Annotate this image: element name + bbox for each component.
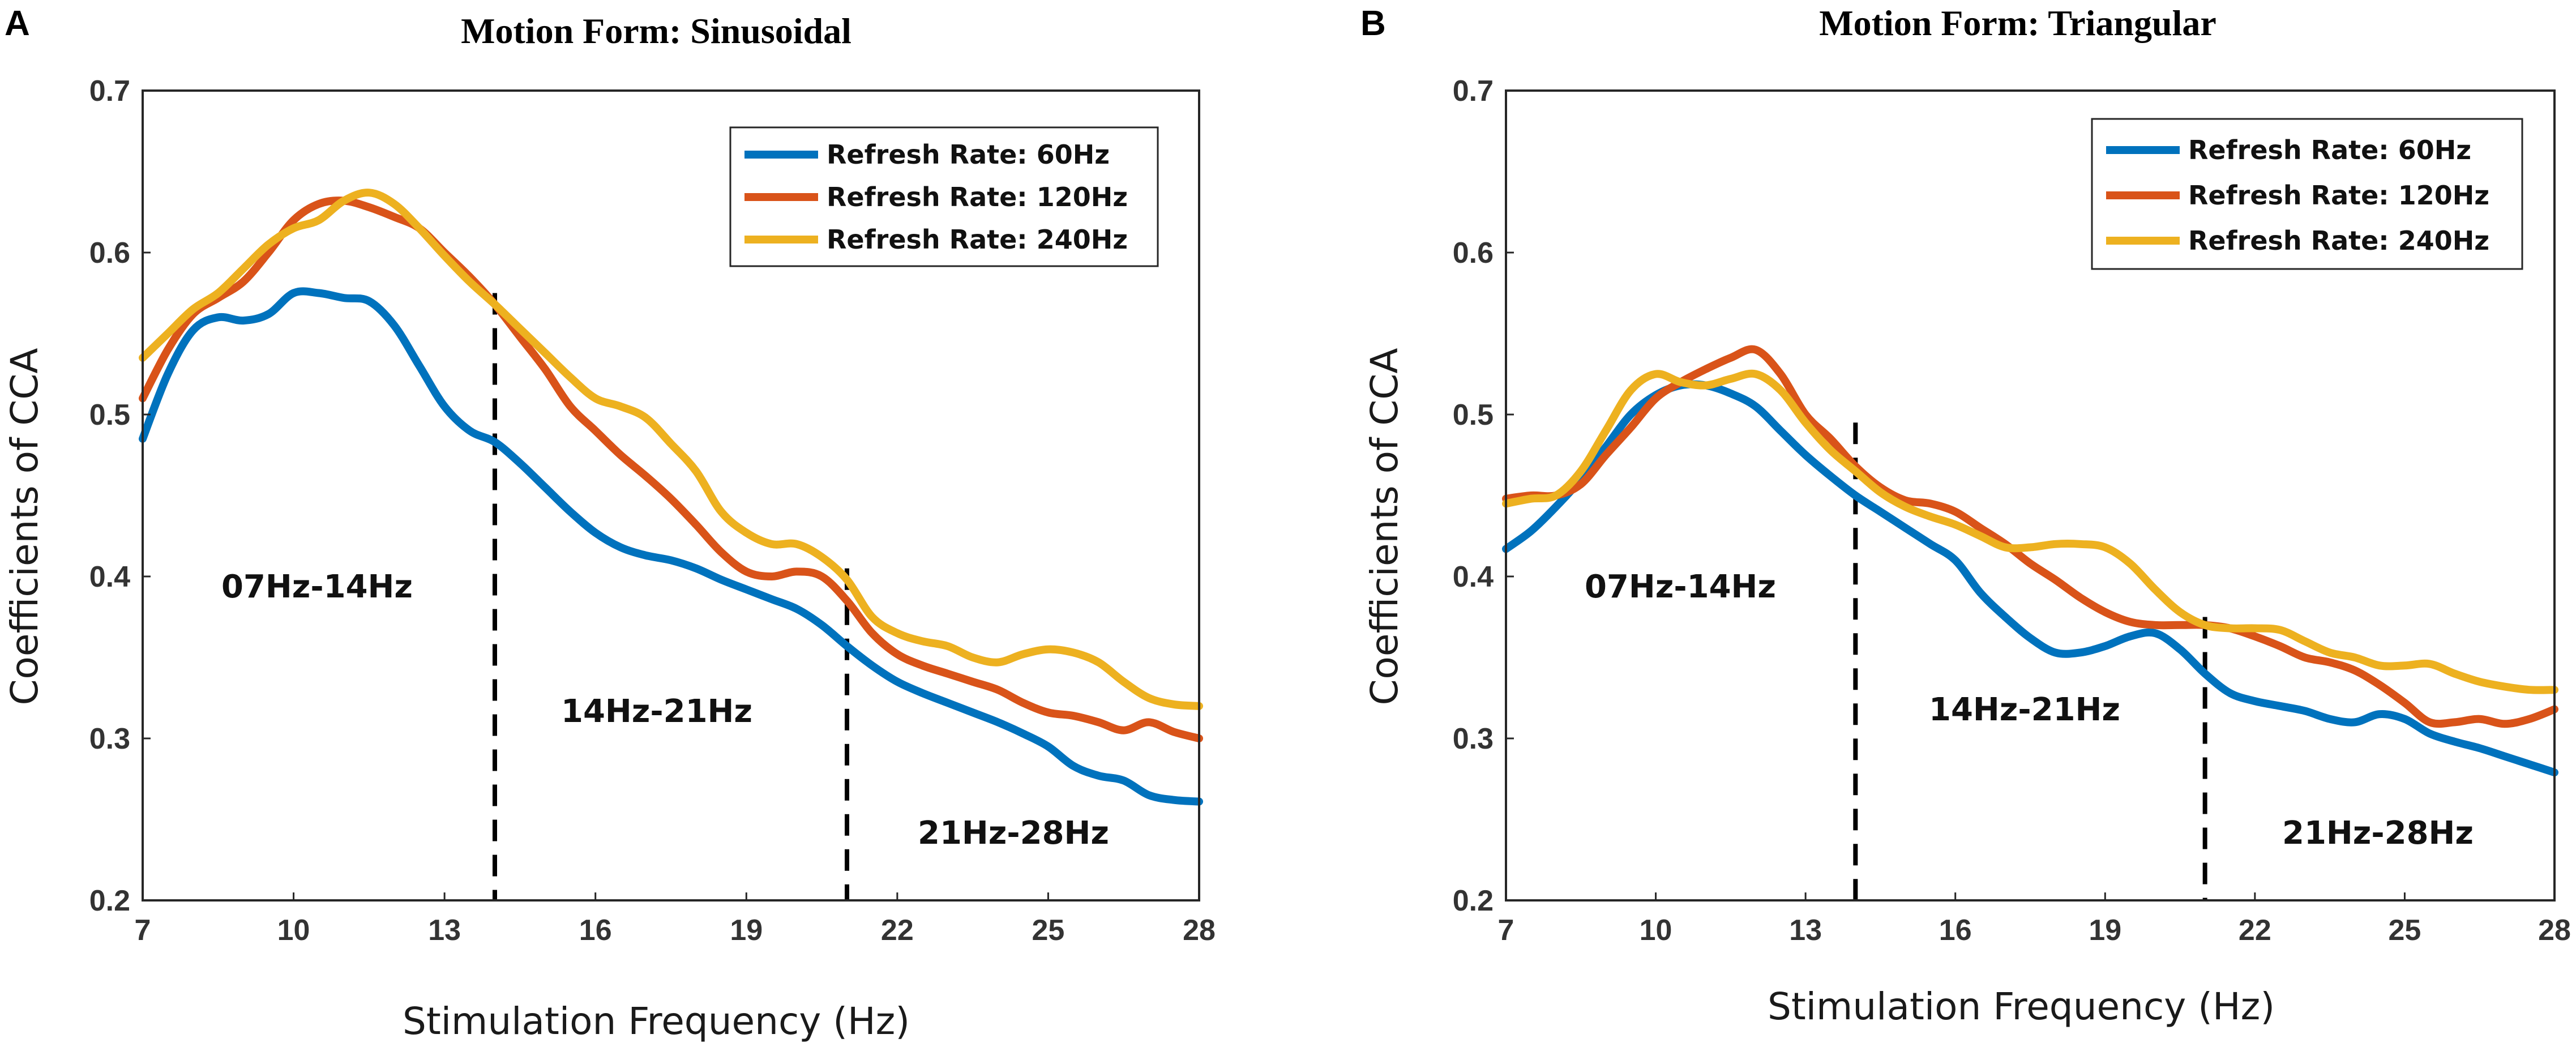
x-tick-label: 25 [1032, 914, 1065, 947]
x-tick-label: 10 [277, 914, 310, 947]
y-tick-label: 0.2 [89, 885, 130, 917]
y-tick-label: 0.6 [1453, 237, 1494, 270]
band-label-14-21: 14Hz-21Hz [1929, 691, 2120, 728]
panel-label: A [5, 4, 30, 43]
y-tick-label: 0.4 [1453, 561, 1494, 593]
band-label-21-28: 21Hz-28Hz [918, 815, 1109, 852]
series-line-refresh-rate-60hz [139, 287, 1203, 806]
band-label-14-21: 14Hz-21Hz [561, 693, 752, 730]
series-lines [139, 189, 1203, 806]
y-tick-label: 0.3 [1453, 723, 1494, 755]
y-tick-label: 0.2 [1453, 885, 1494, 917]
y-axis-label: Coefficients of CCA [3, 348, 46, 705]
chart-title: Motion Form: Sinusoidal [461, 11, 851, 51]
legend: Refresh Rate: 60Hz Refresh Rate: 120Hz R… [2091, 118, 2523, 270]
band-dividers [1853, 422, 2207, 900]
panel-sinusoidal: A Motion Form: Sinusoidal Stimulation Fr… [3, 4, 1216, 1043]
x-tick-label: 7 [135, 914, 151, 947]
x-axis-label: Stimulation Frequency (Hz) [403, 999, 910, 1043]
series-line-refresh-rate-240hz [1502, 369, 2558, 694]
band-dividers [493, 293, 849, 900]
band-label-21-28: 21Hz-28Hz [2282, 815, 2474, 852]
axis-ticks: 7 10 13 16 19 22 25 28 0.2 0.3 0.4 0.5 0.6 0.7 [89, 75, 1216, 947]
x-tick-label: 22 [2239, 914, 2271, 947]
x-tick-label: 19 [2089, 914, 2121, 947]
x-tick-label: 13 [428, 914, 461, 947]
y-tick-label: 0.3 [89, 723, 130, 755]
x-tick-label: 19 [730, 914, 763, 947]
plot-frame [1505, 89, 2556, 902]
legend-entry-240hz: Refresh Rate: 240Hz [2188, 225, 2489, 256]
y-tick-label: 0.5 [1453, 399, 1494, 431]
legend-entry-120hz: Refresh Rate: 120Hz [827, 182, 1128, 212]
series-lines [1502, 345, 2558, 777]
legend-entry-240hz: Refresh Rate: 240Hz [827, 224, 1128, 255]
legend-entry-120hz: Refresh Rate: 120Hz [2188, 180, 2489, 211]
legend: Refresh Rate: 60Hz Refresh Rate: 120Hz R… [729, 126, 1159, 267]
x-tick-label: 10 [1640, 914, 1672, 947]
legend-entry-60hz: Refresh Rate: 60Hz [827, 139, 1110, 170]
series-line-refresh-rate-240hz [139, 189, 1203, 710]
x-tick-label: 13 [1789, 914, 1822, 947]
band-label-07-14: 07Hz-14Hz [221, 569, 413, 605]
legend-entry-60hz: Refresh Rate: 60Hz [2188, 135, 2471, 165]
y-tick-label: 0.6 [89, 237, 130, 270]
plot-frame [142, 89, 1200, 902]
chart-title: Motion Form: Triangular [1819, 3, 2216, 43]
x-axis-label: Stimulation Frequency (Hz) [1768, 985, 2275, 1028]
x-tick-label: 28 [1183, 914, 1216, 947]
x-tick-label: 28 [2538, 914, 2571, 947]
axis-ticks: 7 10 13 16 19 22 25 28 0.2 0.3 0.4 0.5 0.6 0.7 [1453, 75, 2571, 947]
panel-triangular: B Motion Form: Triangular Stimulation Fr… [1360, 3, 2571, 1028]
x-tick-label: 7 [1498, 914, 1514, 947]
panel-label: B [1360, 4, 1386, 43]
x-tick-label: 25 [2389, 914, 2421, 947]
y-tick-label: 0.5 [89, 399, 130, 431]
x-tick-label: 16 [1939, 914, 1972, 947]
y-tick-label: 0.4 [89, 561, 130, 593]
y-tick-label: 0.7 [1453, 75, 1494, 108]
band-label-07-14: 07Hz-14Hz [1585, 569, 1776, 605]
x-tick-label: 22 [881, 914, 914, 947]
x-tick-label: 16 [579, 914, 612, 947]
series-line-refresh-rate-120hz [139, 196, 1203, 742]
y-axis-label: Coefficients of CCA [1363, 348, 1406, 705]
y-tick-label: 0.7 [89, 75, 130, 108]
